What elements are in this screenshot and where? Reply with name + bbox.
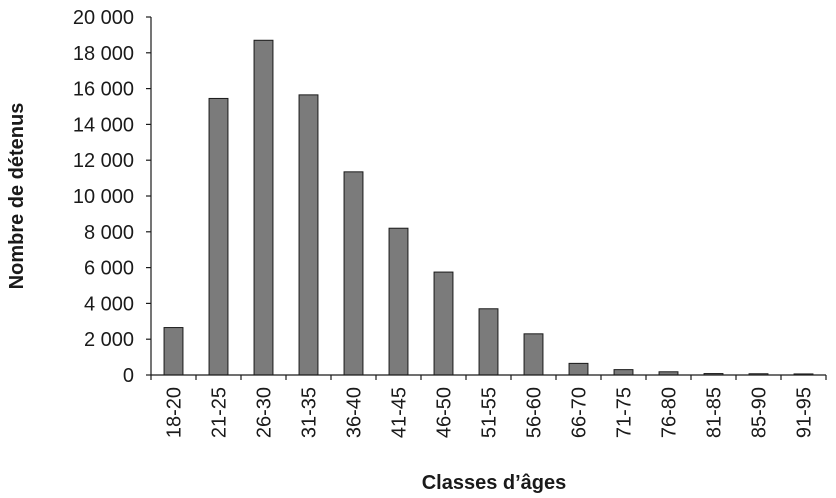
x-axis-title: Classes d’âges bbox=[422, 472, 567, 494]
bar-51-55 bbox=[478, 308, 499, 376]
y-tick-label: 8 000 bbox=[84, 222, 134, 244]
x-tick-label: 66-70 bbox=[569, 387, 591, 438]
x-tick-label: 46-50 bbox=[434, 387, 456, 438]
bar-31-35 bbox=[298, 94, 319, 376]
bar-46-50 bbox=[433, 271, 454, 376]
bar-66-70 bbox=[568, 362, 589, 376]
x-tick-label: 18-20 bbox=[164, 387, 186, 438]
bar-18-20 bbox=[163, 327, 184, 376]
bar-71-75 bbox=[613, 369, 634, 376]
y-axis-ticks: 0 2 000 4 000 6 000 8 000 10 000 12 000 14 000 1… bbox=[73, 7, 151, 387]
x-tick-label: 36-40 bbox=[344, 387, 366, 438]
bar-36-40 bbox=[343, 171, 364, 376]
x-tick-label: 41-45 bbox=[389, 387, 411, 438]
y-tick-label: 0 bbox=[123, 365, 134, 387]
bars-group bbox=[163, 39, 814, 376]
x-tick-label: 76-80 bbox=[659, 387, 681, 438]
x-tick-label: 91-95 bbox=[794, 387, 816, 438]
x-tick-label: 81-85 bbox=[704, 387, 726, 438]
y-tick-label: 12 000 bbox=[73, 150, 134, 172]
x-tick-label: 26-30 bbox=[254, 387, 276, 438]
y-axis-title: Nombre de détenus bbox=[6, 103, 28, 290]
y-tick-label: 10 000 bbox=[73, 186, 134, 208]
x-tick-label: 21-25 bbox=[209, 387, 231, 438]
y-tick-label: 20 000 bbox=[73, 7, 134, 29]
y-tick-label: 2 000 bbox=[84, 329, 134, 351]
bar-56-60 bbox=[523, 333, 544, 376]
y-tick-label: 16 000 bbox=[73, 79, 134, 101]
x-axis-ticks: 18-20 21-25 26-30 31-35 36-40 41-45 46-50 51-55… bbox=[150, 375, 827, 438]
x-tick-label: 31-35 bbox=[299, 387, 321, 438]
x-tick-label: 71-75 bbox=[614, 387, 636, 438]
y-tick-label: 6 000 bbox=[84, 258, 134, 280]
x-tick-label: 85-90 bbox=[749, 387, 771, 438]
y-tick-label: 14 000 bbox=[73, 114, 134, 136]
bar-41-45 bbox=[388, 227, 409, 376]
y-tick-label: 4 000 bbox=[84, 293, 134, 315]
x-tick-label: 56-60 bbox=[524, 387, 546, 438]
bar-26-30 bbox=[253, 39, 274, 376]
y-tick-label: 18 000 bbox=[73, 43, 134, 65]
bar-21-25 bbox=[208, 97, 229, 376]
x-tick-label: 51-55 bbox=[479, 387, 501, 438]
